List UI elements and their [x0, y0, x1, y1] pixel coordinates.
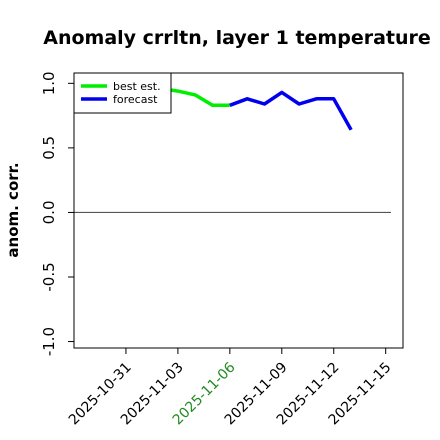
plot-area: -1.0-0.50.00.51.02025-10-312025-11-03202…	[40, 71, 404, 428]
y-tick-label: 0.0	[40, 201, 58, 225]
legend-label-best-est: best est.	[113, 80, 161, 93]
y-tick-label: 0.5	[40, 136, 58, 160]
legend-box	[73, 72, 172, 114]
series-line-forecast	[229, 90, 353, 131]
legend-label-forecast: forecast	[113, 93, 158, 106]
plot-frame	[73, 72, 404, 349]
y-tick-label: 1.0	[40, 71, 58, 95]
y-axis-label: anom. corr.	[4, 162, 22, 257]
legend: best est.forecast	[73, 72, 172, 114]
y-tick-label: -1.0	[40, 327, 58, 356]
chart-title: Anomaly crrltn, layer 1 temperature	[43, 27, 431, 49]
series-line-best-est	[160, 86, 230, 108]
y-tick-label: -0.5	[40, 262, 58, 291]
